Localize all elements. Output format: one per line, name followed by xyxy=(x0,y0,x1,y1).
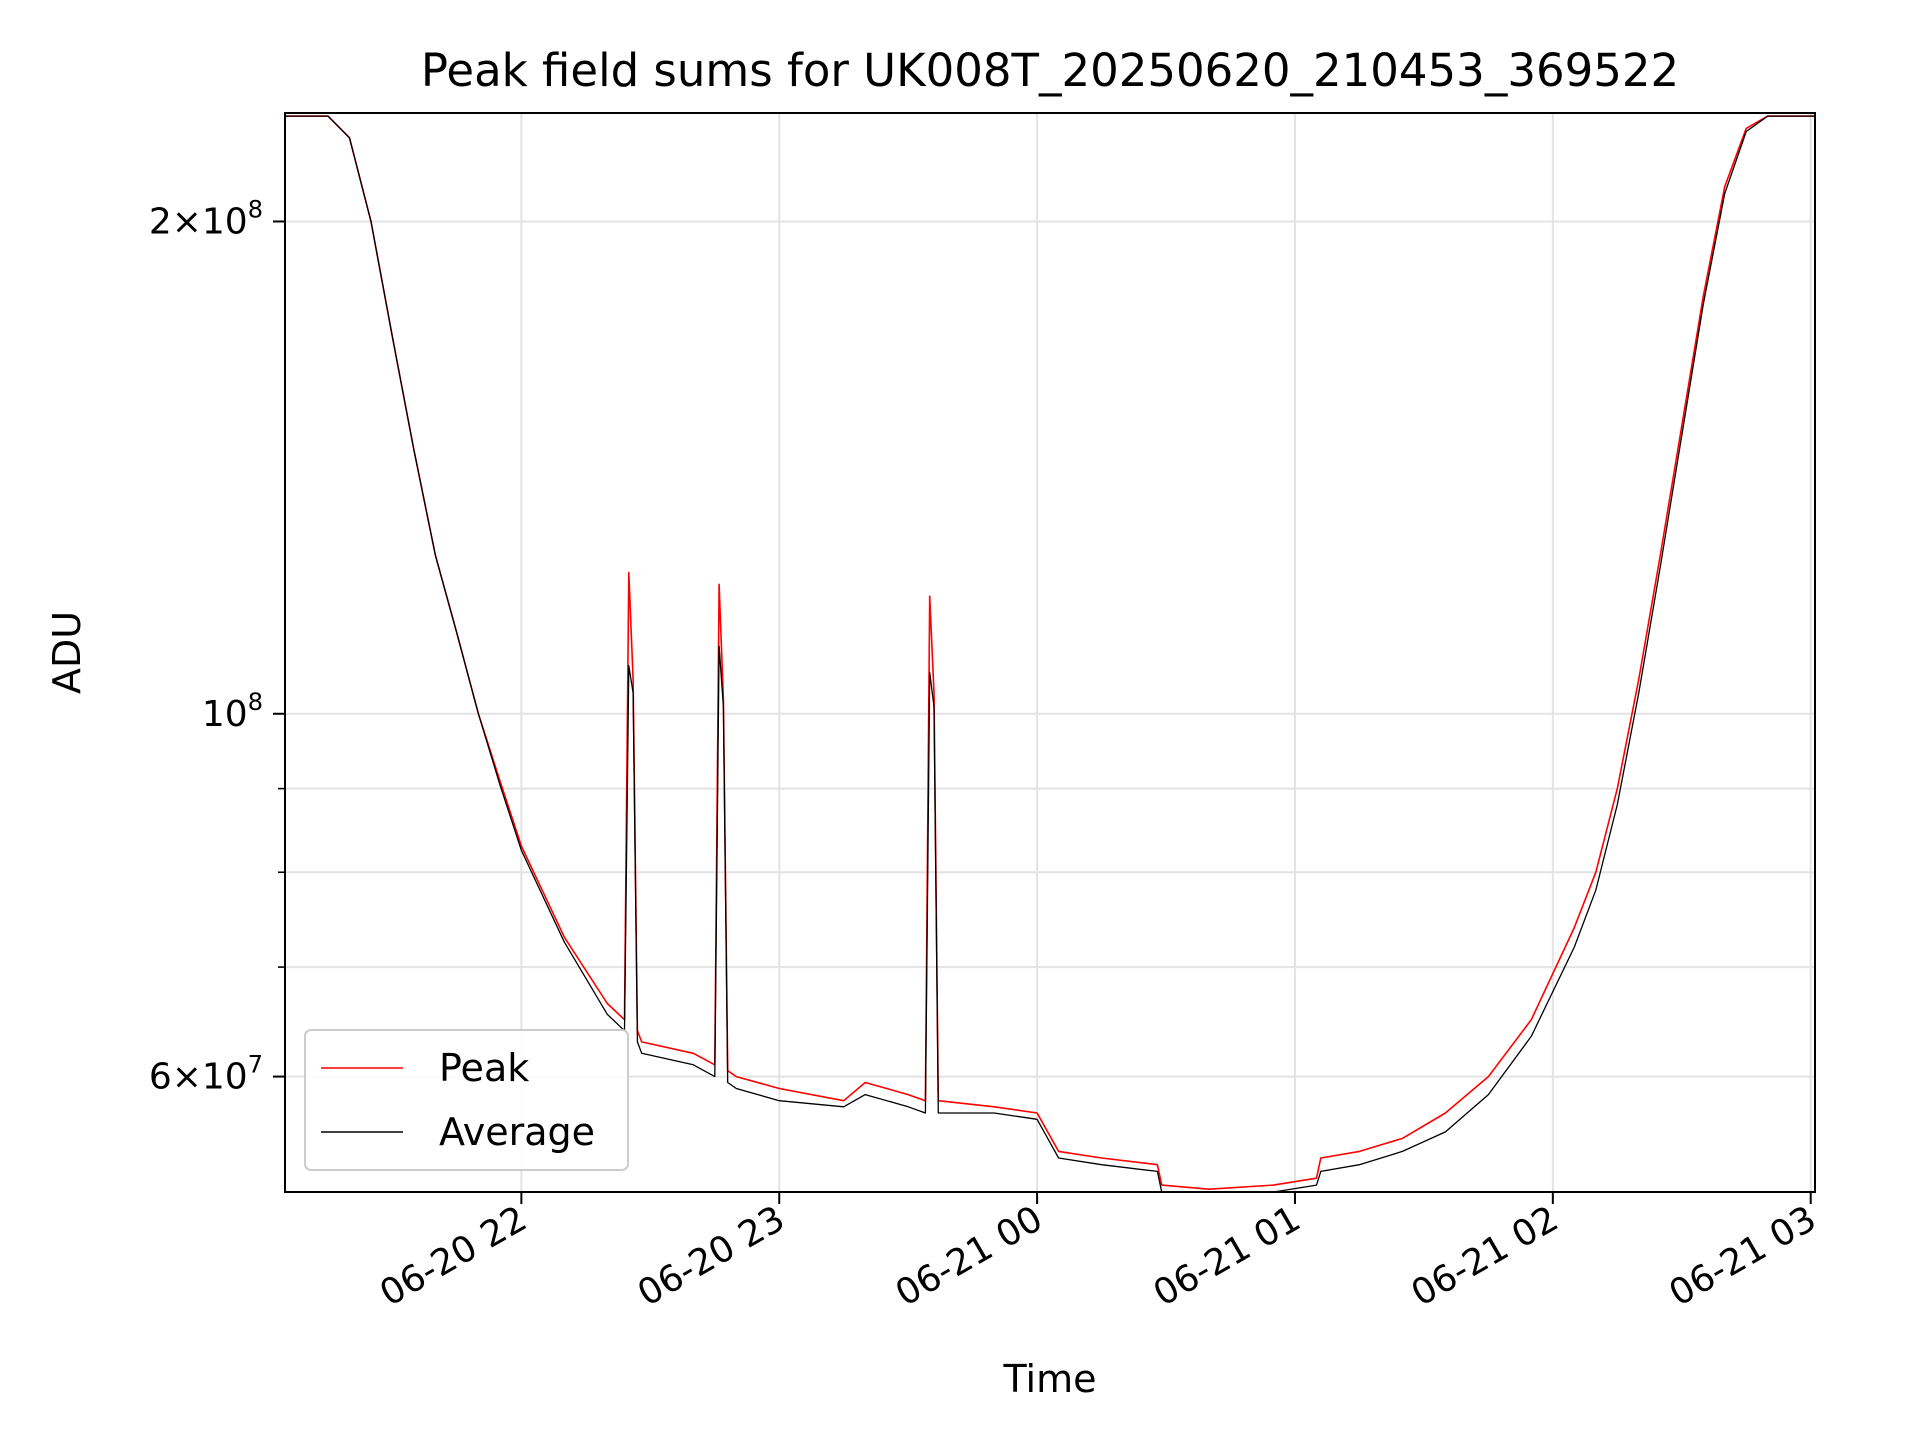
plot-frame xyxy=(284,112,1816,1193)
grid-layer xyxy=(285,113,1815,1192)
y-tick-label: 108 xyxy=(202,688,263,735)
y-tick-label: 6×107 xyxy=(149,1051,263,1098)
legend-box xyxy=(304,1029,629,1171)
series-layer xyxy=(285,115,1815,1192)
legend-label-average: Average xyxy=(439,1110,595,1154)
legend: Peak Average xyxy=(304,1029,629,1171)
series-line-average xyxy=(285,115,1815,1192)
chart-title: Peak field sums for UK008T_20250620_2104… xyxy=(421,44,1679,97)
y-axis-label: ADU xyxy=(45,611,89,694)
y-tick-label: 2×108 xyxy=(149,195,263,242)
x-axis-label: Time xyxy=(1003,1357,1097,1401)
legend-label-peak: Peak xyxy=(439,1046,529,1090)
